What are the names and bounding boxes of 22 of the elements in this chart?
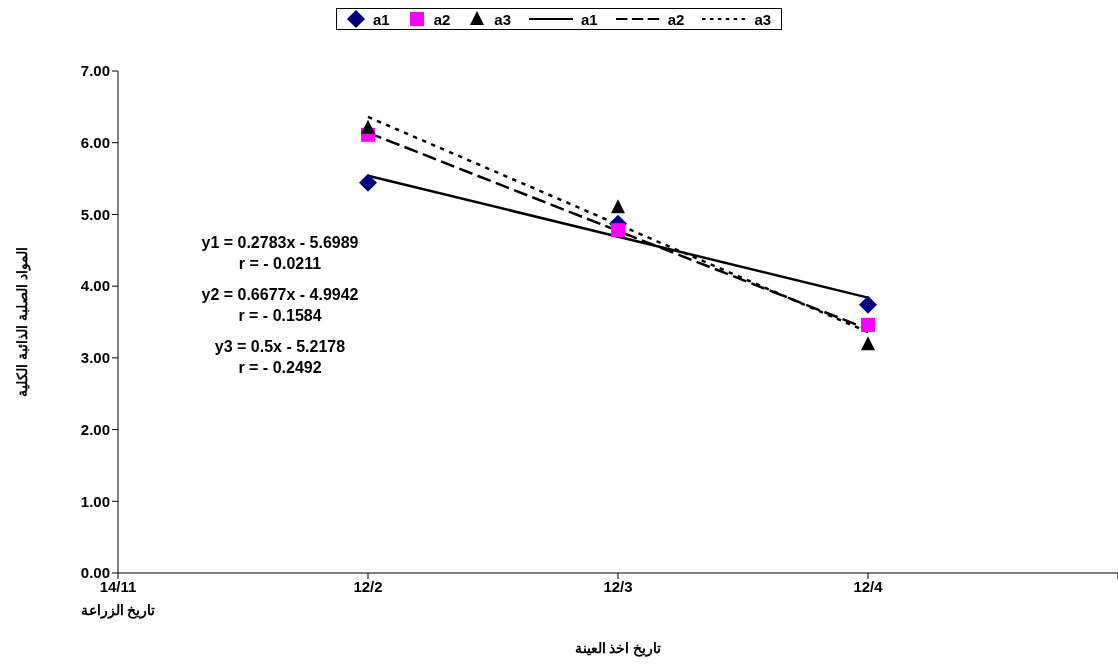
- y-tick-label: 4.00: [80, 277, 110, 295]
- x-axis-title: تاريخ اخذ العينة: [573, 640, 663, 656]
- text: تاريخ الزراعة: [79, 602, 157, 618]
- legend-label: a2: [433, 10, 451, 28]
- legend-label: a3: [494, 10, 511, 28]
- y-tick-label: 3.00: [80, 349, 110, 367]
- y-tick-label: 7.00: [80, 62, 110, 80]
- annotation: y2 = 0.6677x - 4.9942 r = - 0.1584: [200, 285, 360, 326]
- annotation: y3 = 0.5x - 5.2178 r = - 0.2492: [213, 337, 347, 378]
- y-tick-label: 5.00: [80, 205, 110, 223]
- y-axis-title: المواد الصلبة الذائبة الكلية: [14, 247, 30, 397]
- y-tick-label: 1.00: [80, 492, 110, 510]
- legend-label: a1: [372, 10, 390, 28]
- y-tick-label: 6.00: [80, 134, 110, 152]
- x-tick-label: 12/3: [603, 577, 633, 595]
- legend-label: a3: [754, 10, 772, 28]
- x-tick-label: 12/4: [853, 577, 884, 595]
- legend-label: a2: [667, 10, 685, 28]
- x-tick-label: 12/2: [353, 577, 383, 595]
- y-tick-label: 2.00: [80, 420, 110, 438]
- annotation: y1 = 0.2783x - 5.6989 r = - 0.0211: [200, 233, 360, 274]
- legend-label: a1: [581, 10, 598, 28]
